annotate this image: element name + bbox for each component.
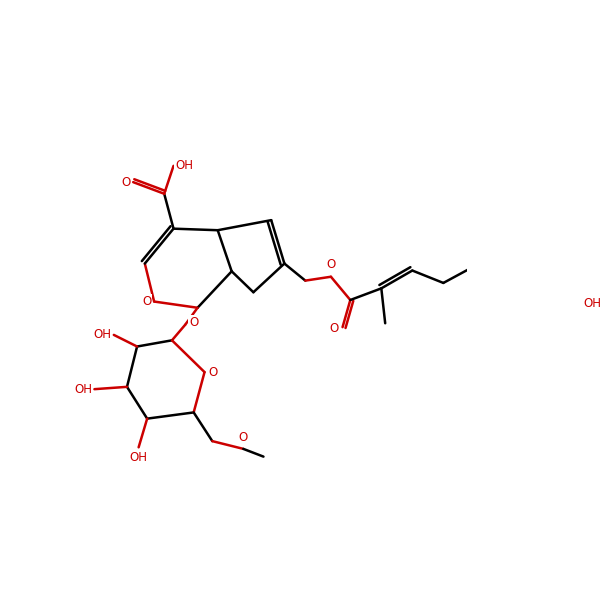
Text: O: O — [208, 365, 218, 379]
Text: OH: OH — [94, 328, 112, 341]
Text: OH: OH — [583, 298, 600, 310]
Text: OH: OH — [74, 383, 92, 395]
Text: O: O — [189, 316, 198, 329]
Text: OH: OH — [175, 160, 193, 172]
Text: O: O — [122, 176, 131, 188]
Text: O: O — [143, 295, 152, 308]
Text: OH: OH — [130, 451, 148, 464]
Text: O: O — [239, 431, 248, 444]
Text: O: O — [329, 322, 338, 335]
Text: O: O — [326, 257, 335, 271]
